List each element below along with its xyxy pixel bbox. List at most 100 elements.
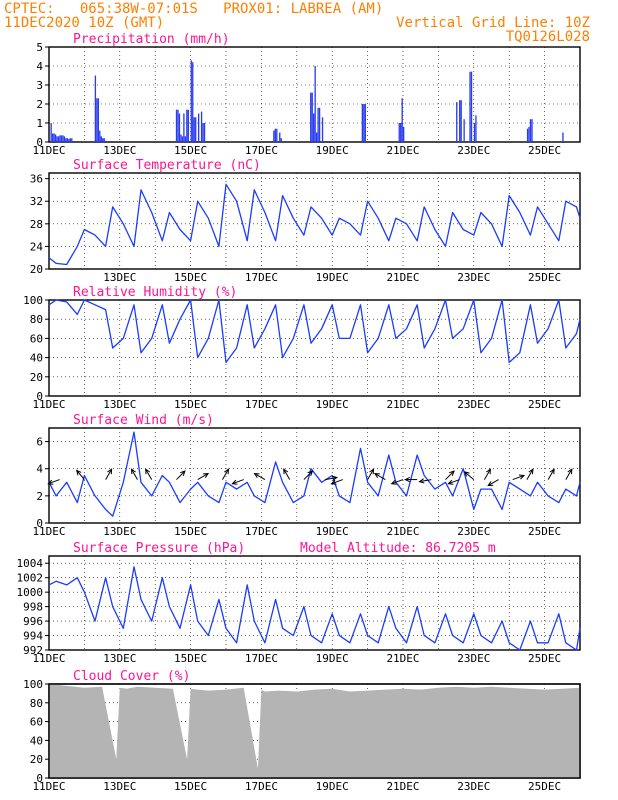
wind-arrow <box>331 479 343 485</box>
surface-temperature-ytick-label: 32 <box>30 195 43 208</box>
precip-bar <box>65 138 67 142</box>
surface-wind-xtick-label: 11DEC <box>32 525 65 538</box>
wind-arrow <box>176 470 186 480</box>
precipitation-ytick-label: 3 <box>36 79 43 92</box>
relative-humidity-xtick-label: 15DEC <box>174 398 207 411</box>
precip-bar <box>274 128 277 142</box>
wind-arrow <box>303 470 313 480</box>
surface-temperature-ytick-label: 36 <box>30 173 43 186</box>
wind-arrow <box>131 468 138 480</box>
precip-bar <box>314 66 316 142</box>
relative-humidity-ytick-label: 100 <box>23 294 43 307</box>
precipitation-ytick-label: 5 <box>36 41 43 54</box>
wind-arrow <box>232 479 244 485</box>
wind-arrow-head <box>518 474 526 480</box>
wind-arrow-head <box>528 468 534 475</box>
precip-bar <box>463 119 465 142</box>
cloud-cover-xtick-label: 23DEC <box>457 780 490 793</box>
surface-wind-xtick-label: 17DEC <box>245 525 278 538</box>
cloud-cover-xtick-label: 11DEC <box>32 780 65 793</box>
precip-bar <box>97 98 100 142</box>
relative-humidity-xtick-label: 13DEC <box>103 398 136 411</box>
surface-pressure-ytick-label: 1004 <box>17 557 44 570</box>
surface-pressure-ytick-label: 994 <box>23 630 43 643</box>
precip-bar <box>280 138 282 142</box>
surface-temperature-xtick-label: 23DEC <box>457 271 490 284</box>
precipitation-xtick-label: 25DEC <box>528 144 561 157</box>
surface-pressure-frame <box>48 555 581 651</box>
relative-humidity-xtick-label: 23DEC <box>457 398 490 411</box>
wind-arrow <box>367 468 375 480</box>
precip-bar <box>313 113 315 142</box>
wind-arrow-head <box>47 479 54 485</box>
precip-bar <box>531 119 533 142</box>
wind-arrow <box>197 473 209 481</box>
precipitation-xtick-label: 19DEC <box>316 144 349 157</box>
wind-arrow-head <box>447 479 454 485</box>
header-line2-right: Vertical Grid Line: 10Z <box>396 15 590 31</box>
precip-bar <box>200 111 203 142</box>
wind-arrow <box>464 471 475 480</box>
precipitation-ytick-label: 2 <box>36 98 43 111</box>
wind-arrow-head <box>203 473 210 478</box>
surface-pressure-xtick-label: 21DEC <box>386 652 419 665</box>
relative-humidity-xtick-label: 25DEC <box>528 398 561 411</box>
surface-pressure-ytick-label: 1000 <box>17 586 44 599</box>
precip-bar <box>59 135 61 142</box>
precip-bar <box>175 109 178 142</box>
precip-bar <box>57 136 60 142</box>
wind-arrow-head <box>463 471 470 477</box>
wind-arrow-head <box>390 479 397 485</box>
surface-temperature-ytick-label: 28 <box>30 218 43 231</box>
precip-bar <box>60 135 63 142</box>
cloud-cover-ytick-label: 20 <box>30 753 43 766</box>
cloud-cover-ytick-label: 100 <box>23 678 43 691</box>
surface-wind-xtick-label: 21DEC <box>386 525 419 538</box>
wind-arrow <box>512 474 525 481</box>
wind-arrow <box>483 468 491 480</box>
surface-temperature-xtick-label: 17DEC <box>245 271 278 284</box>
precip-bar <box>363 104 365 142</box>
wind-arrow <box>547 468 555 480</box>
header-line3-right: TQ0126L028 <box>505 29 590 45</box>
precip-bar <box>190 60 192 142</box>
precipitation-ytick-label: 4 <box>36 60 43 73</box>
precipitation-xtick-label: 21DEC <box>386 144 419 157</box>
surface-temperature-xtick-label: 13DEC <box>103 271 136 284</box>
precip-bar <box>54 134 57 142</box>
precip-bar <box>321 117 324 142</box>
precip-bar <box>475 115 477 142</box>
relative-humidity-line <box>48 299 581 364</box>
cloud-cover-xtick-label: 13DEC <box>103 780 136 793</box>
relative-humidity-ytick-label: 60 <box>30 332 43 345</box>
relative-humidity-xtick-label: 17DEC <box>245 398 278 411</box>
wind-arrow-head <box>330 479 337 485</box>
cloud-cover-xtick-label: 15DEC <box>174 780 207 793</box>
precip-bar <box>56 136 58 142</box>
wind-arrow-head <box>331 475 339 481</box>
precip-bar <box>96 98 98 142</box>
cloud-cover-frame-top <box>48 683 581 779</box>
precip-bar <box>63 136 66 142</box>
precip-bar <box>470 71 473 142</box>
precip-bar <box>562 132 564 142</box>
header-line2-left: 11DEC2020 10Z (GMT) <box>4 15 165 31</box>
precip-bar <box>66 138 69 142</box>
wind-arrow-head <box>231 479 238 485</box>
precipitation-ytick-label: 1 <box>36 117 43 130</box>
surface-pressure-line <box>48 566 581 651</box>
precip-bar <box>456 102 458 142</box>
surface-wind-xtick-label: 23DEC <box>457 525 490 538</box>
relative-humidity-frame <box>48 299 581 397</box>
relative-humidity-xtick-label: 19DEC <box>316 398 349 411</box>
surface-wind-title: Surface Wind (m/s) <box>73 413 214 428</box>
surface-wind-ytick-label: 2 <box>36 490 43 503</box>
cloud-cover-title: Cloud Cover (%) <box>73 669 190 684</box>
precip-bar <box>197 113 200 142</box>
wind-arrow <box>565 468 573 480</box>
precip-bar <box>68 139 70 142</box>
precip-bar <box>181 136 184 142</box>
surface-temperature-line <box>48 183 581 266</box>
relative-humidity-ytick-label: 80 <box>30 313 43 326</box>
precip-bar <box>102 138 104 142</box>
